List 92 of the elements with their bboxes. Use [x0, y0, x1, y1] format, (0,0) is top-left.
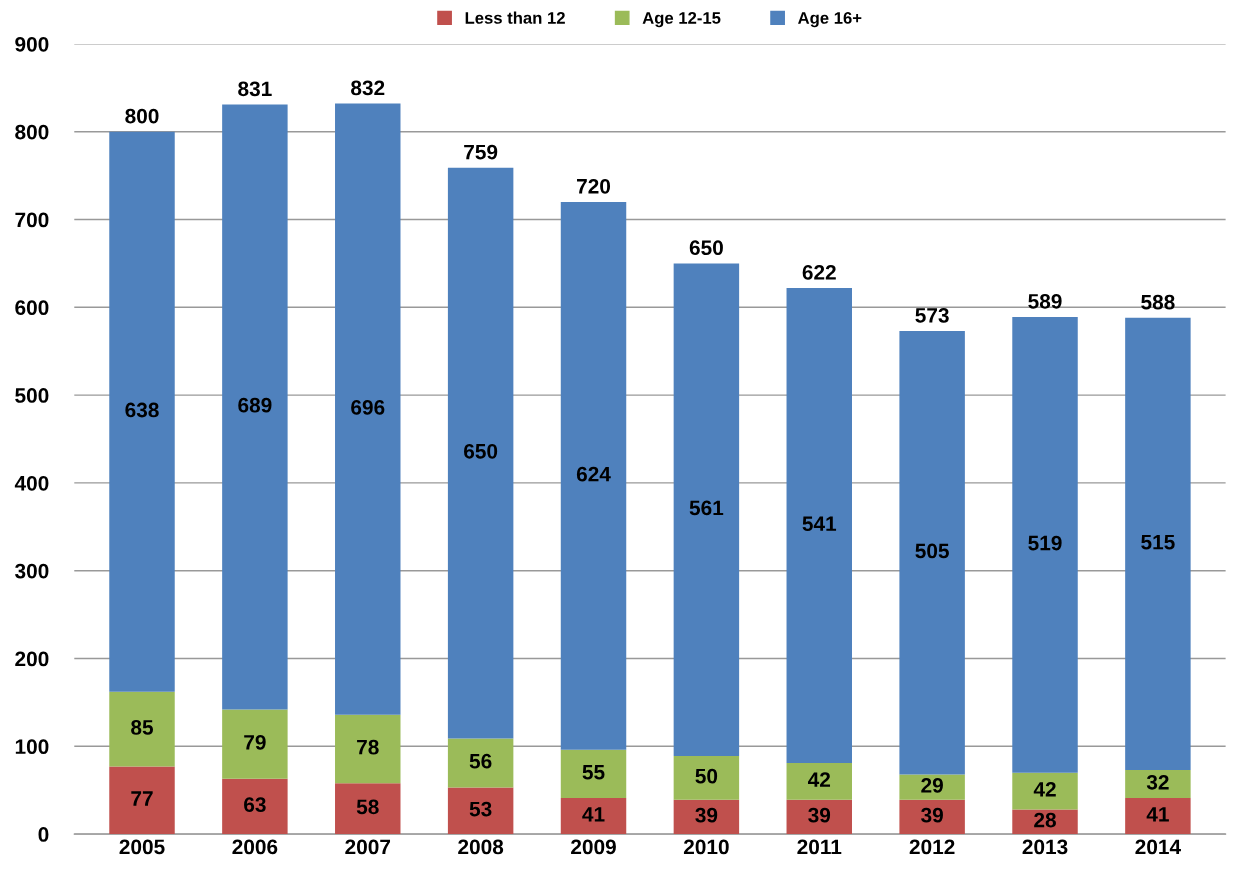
x-tick-label: 2005: [119, 839, 165, 855]
data-label: 85: [131, 720, 154, 735]
data-label: 541: [802, 516, 837, 532]
x-tick-label: 2007: [345, 839, 391, 855]
bar: [335, 103, 401, 715]
data-label: 624: [576, 466, 611, 482]
bar: [1125, 317, 1191, 771]
bar: [1125, 770, 1191, 799]
bar: [1125, 798, 1191, 835]
data-label: 561: [689, 500, 724, 516]
bar: [560, 749, 627, 799]
total-label: 622: [802, 264, 836, 280]
data-label: 515: [1141, 534, 1175, 550]
total-label: 589: [1028, 293, 1062, 309]
y-tick-label: 900: [15, 36, 49, 52]
bar: [1012, 772, 1078, 810]
data-label: 63: [244, 797, 266, 813]
bar: [447, 787, 514, 835]
data-label: 41: [582, 807, 605, 822]
bar: [222, 778, 288, 835]
data-label: 519: [1028, 535, 1062, 551]
data-label: 638: [125, 402, 159, 418]
bar: [447, 738, 514, 788]
data-label: 58: [356, 799, 379, 815]
data-label: 696: [351, 399, 385, 415]
data-label: 28: [1034, 812, 1056, 828]
x-tick-label: 2006: [232, 839, 278, 855]
total-label: 588: [1141, 294, 1175, 310]
data-label: 505: [915, 543, 949, 559]
bar: [109, 131, 175, 692]
bar: [109, 691, 175, 767]
bar: [109, 766, 175, 835]
x-tick-label: 2014: [1135, 839, 1181, 855]
x-tick-label: 2013: [1022, 839, 1068, 855]
data-label: 50: [695, 768, 718, 784]
data-label: 39: [808, 807, 831, 823]
legend-label: Age 12-15: [642, 12, 721, 28]
data-label: 78: [357, 739, 379, 755]
bar: [1012, 316, 1078, 773]
x-tick-label: 2009: [571, 839, 616, 855]
bar: [786, 287, 852, 763]
legend-label: Age 16+: [798, 12, 862, 28]
x-tick-label: 2011: [797, 839, 842, 855]
total-label: 720: [577, 178, 611, 194]
total-label: 800: [125, 108, 159, 124]
bar: [786, 799, 852, 835]
x-tick-label: 2010: [683, 839, 729, 855]
y-tick-label: 800: [15, 124, 49, 140]
data-label: 650: [464, 443, 498, 459]
bar: [673, 263, 740, 756]
bar: [222, 104, 288, 710]
bar: [899, 331, 965, 775]
total-label: 759: [464, 144, 498, 160]
x-tick-label: 2012: [909, 839, 955, 855]
data-label: 41: [1146, 807, 1169, 822]
data-label: 32: [1146, 774, 1169, 790]
bar: [447, 167, 514, 739]
bar: [222, 709, 288, 779]
bar: [673, 755, 740, 800]
bar: [786, 762, 852, 800]
total-label: 832: [351, 80, 385, 96]
data-label: 29: [921, 777, 943, 793]
data-label: 42: [1033, 781, 1056, 797]
total-label: 650: [689, 240, 723, 256]
bar: [335, 783, 401, 835]
y-tick-label: 200: [15, 651, 49, 667]
bar: [899, 774, 965, 800]
y-tick-label: 700: [15, 212, 49, 228]
y-tick-label: 100: [15, 739, 49, 755]
y-tick-label: 500: [15, 388, 49, 403]
data-label: 77: [131, 791, 153, 806]
data-label: 56: [469, 753, 492, 769]
data-label: 689: [238, 397, 272, 413]
data-label: 42: [808, 772, 831, 787]
x-tick-label: 2008: [458, 839, 504, 855]
data-label: 53: [469, 801, 492, 817]
y-tick-label: 400: [14, 475, 49, 491]
bar: [560, 201, 627, 750]
total-label: 573: [915, 307, 949, 323]
bar: [673, 799, 740, 835]
y-tick-label: 600: [15, 300, 49, 316]
y-tick-label: 0: [38, 827, 49, 842]
total-label: 831: [238, 81, 272, 97]
data-label: 79: [244, 734, 266, 750]
y-tick-label: 300: [15, 563, 49, 579]
data-label: 39: [921, 807, 943, 823]
legend-label: Less than 12: [465, 11, 565, 24]
bar: [335, 714, 401, 784]
bar: [899, 799, 965, 835]
data-label: 55: [582, 765, 605, 780]
data-label: 39: [695, 807, 718, 823]
bar: [560, 798, 627, 835]
